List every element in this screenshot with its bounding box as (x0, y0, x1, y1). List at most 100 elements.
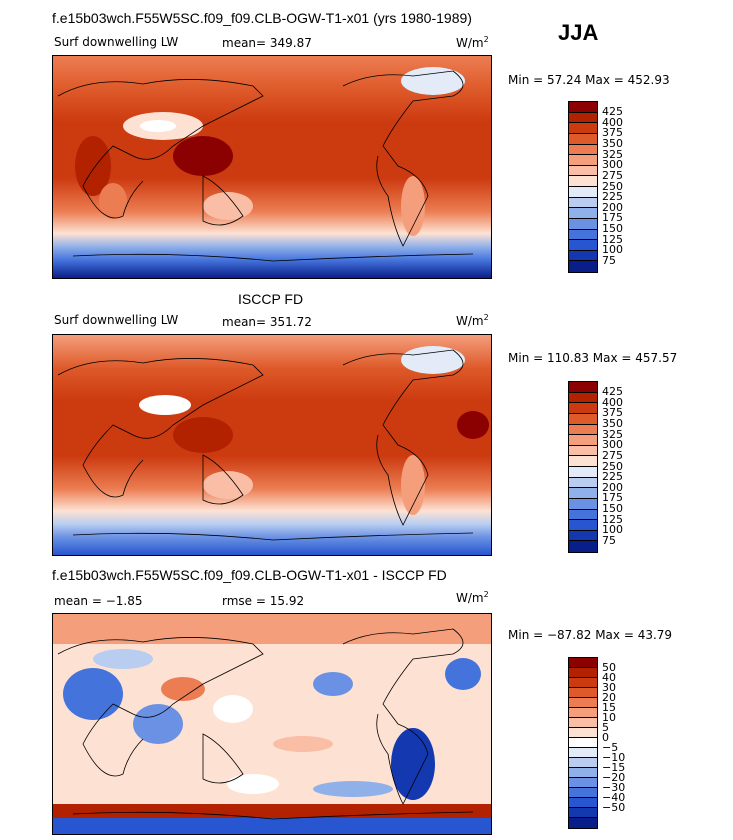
panel1-colorbar-label: 150 (602, 222, 623, 235)
panel2-colorbar-label: 300 (602, 438, 623, 452)
panel3-colorbar-swatch (569, 658, 597, 668)
panel1-colorbar-label: 100 (602, 243, 623, 257)
panel2-colorbar-label: 100 (602, 523, 623, 537)
panel1-colorbar-swatch (569, 187, 597, 198)
panel2-colorbar-label: 375 (602, 406, 623, 420)
panel3-map-svg (53, 614, 491, 834)
panel2-colorbar-swatch (569, 477, 597, 489)
panel1-colorbar-swatch (569, 250, 597, 262)
panel2-colorbar-label: 225 (602, 470, 623, 484)
panel3-colorbar-swatch (569, 688, 597, 698)
panel1-colorbar-swatch (569, 144, 597, 156)
panel2-colorbar-label: 325 (602, 427, 623, 441)
panel2-units: W/m2 (456, 313, 489, 328)
panel2-colorbar-label: 75 (602, 533, 616, 547)
panel2-colorbar-label: 125 (602, 512, 623, 526)
panel1-colorbar-label: 225 (602, 190, 623, 204)
panel2-colorbar-swatch (569, 445, 597, 457)
panel1-colorbar-label: 250 (602, 179, 623, 193)
panel1-colorbar-swatch (569, 208, 597, 219)
panel1-colorbar-swatch (569, 197, 597, 209)
panel2-variable: Surf downwelling LW (54, 313, 179, 327)
panel2-colorbar-label: 250 (602, 459, 623, 473)
panel3-colorbar-swatch (569, 738, 597, 748)
panel2-colorbar-swatch (569, 530, 597, 542)
panel2-map-svg (53, 335, 491, 555)
panel3-colorbar-swatch (569, 748, 597, 758)
panel3-colorbar-label: 10 (602, 710, 616, 724)
panel3-colorbar-label: 50 (602, 660, 616, 674)
panel1-colorbar-label: 350 (602, 137, 623, 150)
panel2-colorbar-swatch (569, 435, 597, 446)
panel3-colorbar-swatch (569, 808, 597, 818)
panel1-colorbar-label: 400 (602, 115, 623, 129)
panel2-title: ISCCP FD (238, 291, 304, 307)
panel3-colorbar-label: −40 (602, 790, 626, 804)
panel3-colorbar-label: 20 (602, 690, 616, 704)
panel3-colorbar-swatch (569, 678, 597, 688)
panel1-colorbar-swatch (569, 133, 597, 145)
panel3-colorbar-label: 5 (602, 720, 609, 734)
panel1-minmax: Min = 57.24 Max = 452.93 (508, 73, 670, 87)
panel1-units: W/m2 (456, 35, 489, 50)
panel1-colorbar-label: 275 (602, 168, 623, 182)
panel2-colorbar-swatch (569, 382, 597, 393)
panel3-colorbar-swatch (569, 818, 597, 828)
panel3-colorbar-swatch (569, 698, 597, 708)
panel2-coastlines (57, 349, 474, 541)
panel2-colorbar-swatch (569, 498, 597, 510)
panel2-colorbar-swatch (569, 403, 597, 414)
panel3-mean: mean = −1.85 (54, 594, 143, 608)
panel1-colorbar-swatch (569, 165, 597, 177)
panel3-units: W/m2 (456, 590, 489, 605)
panel1-map (52, 55, 492, 279)
panel1-colorbar-swatch (569, 123, 597, 134)
panel1-colorbar-label: 325 (602, 147, 623, 161)
panel2-colorbar-label: 150 (602, 502, 623, 515)
panel2-colorbar-swatch (569, 520, 597, 531)
panel1-map-svg (53, 56, 491, 278)
panel3-colorbar-label: −50 (602, 800, 626, 814)
panel3-colorbar-swatch (569, 768, 597, 778)
panel1-colorbar-label: 175 (602, 211, 623, 225)
panel1-colorbar-label: 200 (602, 200, 623, 214)
panel2-mean: mean= 351.72 (222, 315, 312, 329)
panel3-minmax: Min = −87.82 Max = 43.79 (508, 628, 673, 642)
panel3-colorbar-swatch (569, 778, 597, 788)
panel2-colorbar-swatch (569, 424, 597, 436)
panel1-colorbar-label: 425 (602, 105, 623, 119)
panel3-colorbar-swatch (569, 788, 597, 798)
panel1-colorbar-swatch (569, 240, 597, 251)
panel2-colorbar-swatch (569, 456, 597, 467)
panel1-colorbar-swatch (569, 112, 597, 124)
panel2-colorbar-swatch (569, 392, 597, 404)
panel3-colorbar-label: 40 (602, 670, 616, 684)
panel2-minmax: Min = 110.83 Max = 457.57 (508, 351, 678, 365)
panel1-colorbar-label: 375 (602, 126, 623, 140)
panel2-map (52, 334, 492, 556)
panel1-colorbar-label: 125 (602, 232, 623, 246)
panel2-colorbar-label: 400 (602, 395, 623, 409)
panel1-colorbar-swatch (569, 155, 597, 166)
panel3-colorbar-swatch (569, 758, 597, 768)
panel2-colorbar-label: 350 (602, 417, 623, 430)
panel3-colorbar-label: 0 (602, 730, 609, 744)
panel3-colorbar-swatch (569, 708, 597, 718)
figure-title: f.e15b03wch.F55W5SC.f09_f09.CLB-OGW-T1-x… (52, 10, 472, 26)
panel3-title: f.e15b03wch.F55W5SC.f09_f09.CLB-OGW-T1-x… (52, 567, 447, 583)
panel3-rmse: rmse = 15.92 (222, 594, 305, 608)
panel2-colorbar-swatch (569, 541, 597, 552)
panel1-colorbar-swatch (569, 218, 597, 230)
panel3-map (52, 613, 492, 835)
panel2-colorbar-label: 425 (602, 385, 623, 399)
panel2-colorbar-swatch (569, 467, 597, 478)
panel3-colorbar-swatch (569, 798, 597, 808)
panel3-colorbar-label: 30 (602, 680, 616, 694)
panel2-colorbar-label: 175 (602, 491, 623, 505)
panel3-colorbar-label: −20 (602, 770, 626, 784)
panel1-colorbar-label: 75 (602, 253, 616, 267)
panel2-colorbar-label: 200 (602, 480, 623, 494)
panel2-colorbar-label: 275 (602, 448, 623, 462)
panel3-features (53, 614, 491, 834)
panel2-colorbar-swatch (569, 509, 597, 521)
